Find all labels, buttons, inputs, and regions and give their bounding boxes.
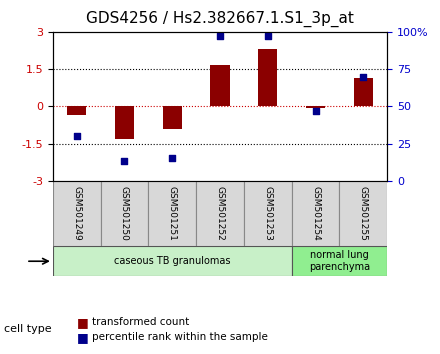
Bar [163, 106, 182, 129]
Text: GSM501249: GSM501249 [72, 186, 81, 241]
Text: GDS4256 / Hs2.382667.1.S1_3p_at: GDS4256 / Hs2.382667.1.S1_3p_at [86, 11, 354, 27]
Bar [306, 106, 325, 108]
Text: GSM501253: GSM501253 [263, 186, 272, 241]
FancyBboxPatch shape [339, 181, 387, 246]
Bar [354, 78, 373, 106]
FancyBboxPatch shape [101, 181, 148, 246]
Point [216, 34, 224, 39]
Text: GSM501254: GSM501254 [311, 186, 320, 241]
Point [169, 156, 176, 161]
Point [264, 34, 271, 39]
FancyBboxPatch shape [292, 181, 339, 246]
FancyBboxPatch shape [148, 181, 196, 246]
Text: GSM501252: GSM501252 [216, 186, 224, 241]
Point [73, 133, 80, 139]
FancyBboxPatch shape [53, 181, 101, 246]
Point [121, 159, 128, 164]
FancyBboxPatch shape [196, 181, 244, 246]
Text: ■: ■ [77, 331, 89, 344]
FancyBboxPatch shape [53, 246, 292, 276]
Bar [210, 65, 230, 106]
Text: cell type: cell type [4, 324, 52, 333]
Text: GSM501250: GSM501250 [120, 186, 129, 241]
Text: GSM501255: GSM501255 [359, 186, 368, 241]
FancyBboxPatch shape [292, 246, 387, 276]
Text: percentile rank within the sample: percentile rank within the sample [92, 332, 268, 342]
Point [360, 74, 367, 79]
Bar [115, 106, 134, 139]
Text: GSM501251: GSM501251 [168, 186, 177, 241]
Point [312, 108, 319, 114]
Bar [67, 106, 86, 115]
FancyBboxPatch shape [244, 181, 292, 246]
Text: caseous TB granulomas: caseous TB granulomas [114, 256, 231, 266]
Text: ■: ■ [77, 316, 89, 329]
Bar [258, 49, 277, 106]
Text: normal lung
parenchyma: normal lung parenchyma [309, 250, 370, 272]
Text: transformed count: transformed count [92, 317, 190, 327]
